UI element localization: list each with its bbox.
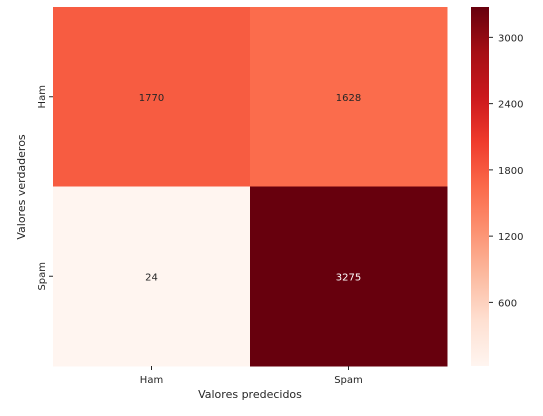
colorbar-tick-label: 1800 bbox=[498, 166, 523, 177]
heatmap-cell bbox=[250, 186, 448, 367]
heatmap-cell bbox=[53, 7, 251, 187]
cell-value: 24 bbox=[145, 272, 158, 283]
y-axis-label: Valores verdaderos bbox=[15, 134, 28, 240]
x-axis-label: Valores predecidos bbox=[198, 388, 302, 401]
heatmap-cell bbox=[53, 186, 251, 367]
cell-value: 1770 bbox=[139, 93, 164, 104]
y-tick-label: Spam bbox=[37, 262, 48, 291]
colorbar-tick-label: 3000 bbox=[498, 33, 523, 44]
colorbar-tick-label: 2400 bbox=[498, 100, 523, 111]
colorbar-tick-label: 1200 bbox=[498, 232, 523, 243]
colorbar-gradient bbox=[471, 7, 489, 366]
colorbar: 600 1200 1800 2400 3000 bbox=[471, 7, 523, 366]
x-tick-label: Spam bbox=[334, 375, 363, 386]
x-tick-label: Ham bbox=[140, 375, 163, 386]
cell-value: 1628 bbox=[336, 93, 361, 104]
colorbar-ticks: 600 1200 1800 2400 3000 bbox=[489, 33, 523, 309]
colorbar-tick-label: 600 bbox=[498, 298, 517, 309]
heatmap-cell bbox=[250, 7, 448, 187]
y-tick-label: Ham bbox=[37, 85, 48, 108]
cell-value: 3275 bbox=[336, 272, 361, 283]
x-axis: Ham Spam bbox=[140, 366, 363, 386]
cell-annotations: 1770 1628 24 3275 bbox=[139, 93, 361, 284]
y-axis: Ham Spam bbox=[37, 85, 53, 291]
heatmap-cells bbox=[53, 7, 448, 367]
